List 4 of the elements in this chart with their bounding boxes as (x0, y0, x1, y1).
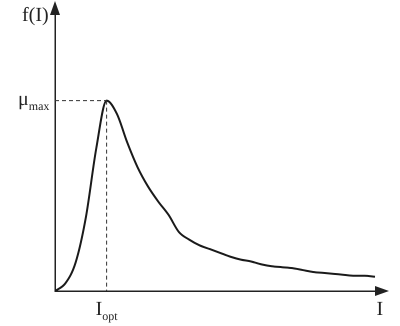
x-axis-title: I (376, 298, 384, 320)
text: I$_{opt}$ (96, 298, 118, 323)
y-axis-title: f(I) (22, 4, 49, 26)
text: μ$_{max}$ (18, 88, 50, 114)
